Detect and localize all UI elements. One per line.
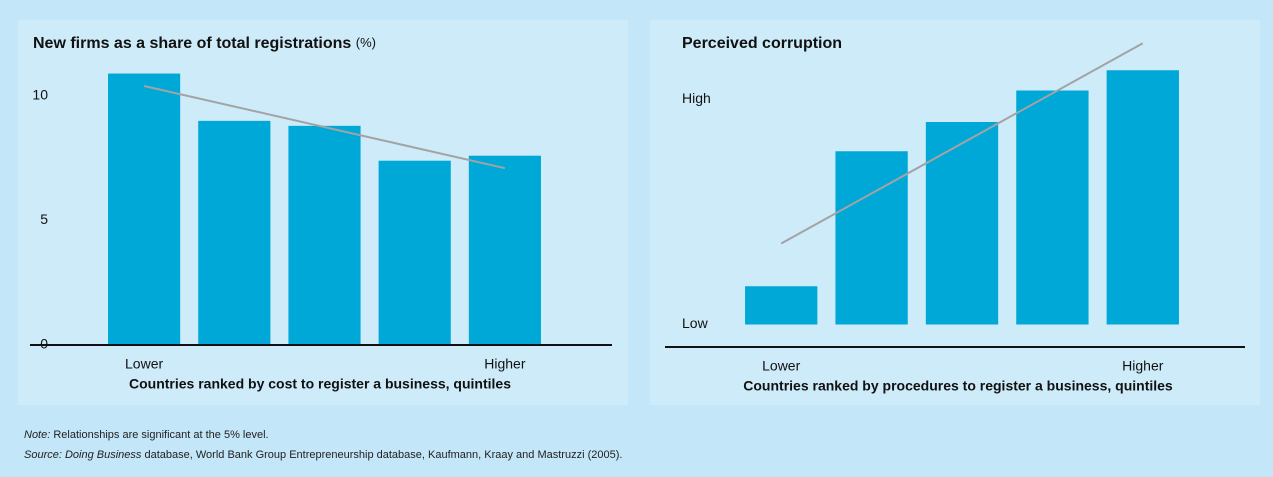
x-tick-label: Higher [484,356,526,372]
y-tick-label: 0 [40,336,48,352]
bar [1016,90,1089,325]
x-tick-label: Lower [125,356,163,372]
source: Source: Doing Business database, World B… [24,449,622,461]
x-axis-label: Countries ranked by cost to register a b… [129,376,511,392]
bar [108,73,181,346]
bar [835,151,908,325]
x-tick-label: Lower [762,358,800,374]
chart-title: New firms as a share of total registrati… [33,35,376,52]
bar [288,125,361,345]
chart-title: Perceived corruption [682,35,842,52]
source-italic: Doing Business [65,449,142,461]
title-text: New firms as a share of total registrati… [33,35,351,52]
bar [745,286,818,325]
x-tick-label: Higher [1122,358,1164,374]
y-tick-label: 5 [40,211,48,227]
bar [378,160,451,345]
note: Note: Relationships are significant at t… [24,429,269,441]
y-tick-label: High [682,90,711,106]
bar [468,155,541,345]
source-text: database, World Bank Group Entrepreneurs… [144,449,622,461]
trend-line [780,42,1144,245]
note-text: Relationships are significant at the 5% … [53,429,268,441]
x-axis-label: Countries ranked by procedures to regist… [743,378,1173,394]
bar [198,120,271,345]
title-unit: (%) [356,35,376,50]
note-label: Note: [24,429,50,441]
y-tick-label: 10 [32,87,48,103]
trend-line [143,85,506,170]
source-label: Source: [24,449,62,461]
y-tick-label: Low [682,315,709,331]
bar [1106,70,1179,325]
bar [925,122,999,325]
